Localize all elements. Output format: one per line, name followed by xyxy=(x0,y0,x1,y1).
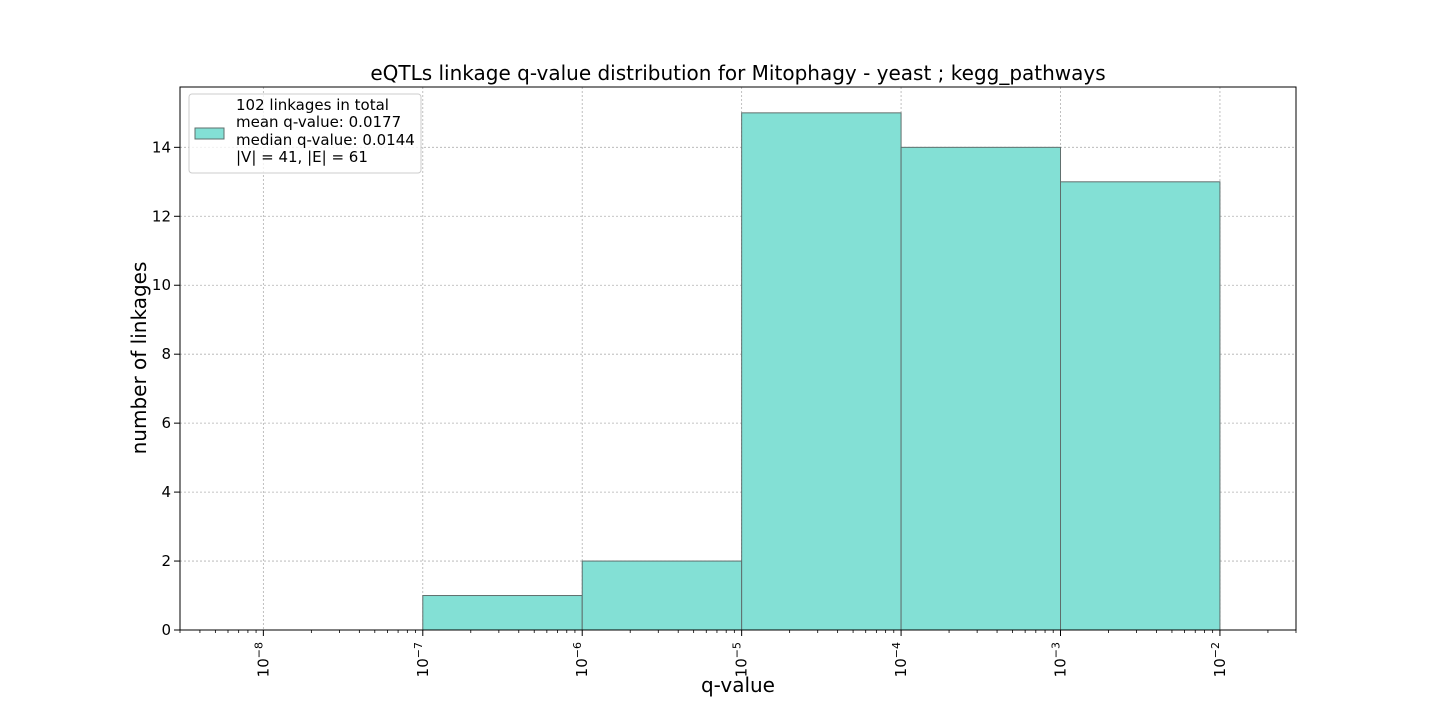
plot-area-frame xyxy=(179,86,1297,631)
x-axis-label: q-value xyxy=(701,673,775,697)
y-tick-label: 8 xyxy=(161,345,171,363)
y-tick-label: 0 xyxy=(161,621,171,639)
y-tick-label: 14 xyxy=(152,138,171,156)
x-tick-label: 10−5 xyxy=(730,642,751,677)
bars-group xyxy=(422,112,1221,631)
histogram-bar xyxy=(900,146,1062,631)
legend-line-3: median q-value: 0.0144 xyxy=(236,131,415,149)
histogram-bar xyxy=(581,560,743,631)
histogram-bar xyxy=(422,595,583,631)
y-axis-label: number of linkages xyxy=(127,262,151,455)
y-tick-label: 4 xyxy=(161,483,171,501)
legend-swatch xyxy=(194,127,225,140)
x-tick-label: 10−3 xyxy=(1049,642,1070,677)
x-tick-label: 10−8 xyxy=(252,642,273,677)
y-axis-ticks: 0 2 4 6 8 10 12 14 xyxy=(152,138,180,639)
y-tick-label: 6 xyxy=(161,414,171,432)
legend-line-4: |V| = 41, |E| = 61 xyxy=(236,148,368,166)
histogram-bar xyxy=(741,112,902,631)
y-tick-label: 12 xyxy=(152,207,171,225)
y-tick-label: 2 xyxy=(161,552,171,570)
y-tick-label: 10 xyxy=(152,276,171,294)
x-axis-ticks: 10−8 10−7 10−6 10−5 10−4 10−3 10−2 xyxy=(179,630,1297,677)
histogram-bar xyxy=(1060,181,1221,631)
x-tick-label: 10−7 xyxy=(411,642,432,677)
legend-line-2: mean q-value: 0.0177 xyxy=(236,113,401,131)
chart-title: eQTLs linkage q-value distribution for M… xyxy=(370,61,1105,85)
x-tick-label: 10−4 xyxy=(890,642,911,677)
legend-frame xyxy=(188,93,422,174)
legend-line-1: 102 linkages in total xyxy=(236,96,389,114)
x-tick-label: 10−2 xyxy=(1208,642,1229,677)
x-tick-label: 10−6 xyxy=(571,642,592,677)
legend: 102 linkages in total mean q-value: 0.01… xyxy=(188,93,422,174)
